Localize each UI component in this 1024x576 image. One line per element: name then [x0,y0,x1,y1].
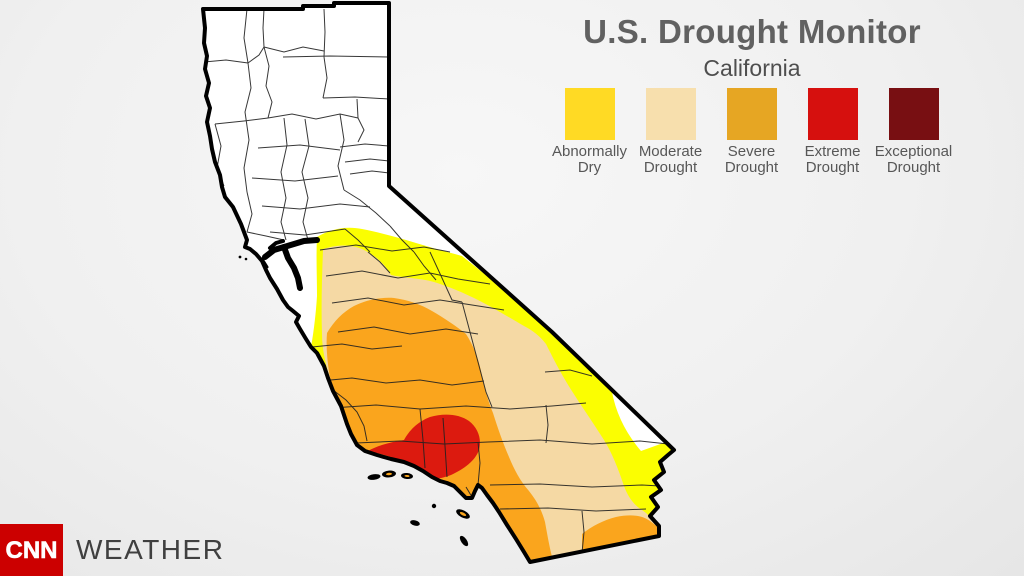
cnn-logo-text: CNN [6,537,58,564]
drought-legend: Abnormally Dry Moderate Drought Severe D… [549,88,954,176]
weather-label: WEATHER [76,534,225,565]
region-severe-drought-southeast [540,515,664,562]
legend-swatch-extreme-drought [807,88,858,140]
cnn-logo: CNN [0,524,63,576]
branding-footer: CNN WEATHER [0,524,224,576]
legend-label: Abnormally [551,143,628,160]
region-extreme-drought [368,414,480,479]
legend-label: Extreme [804,143,861,160]
channel-islands [238,255,470,547]
state-outline [201,1,676,564]
legend-label: Moderate [638,143,703,160]
legend-swatch-moderate-drought [645,88,696,140]
legend-swatch-exceptional-drought [888,88,939,140]
legend-item-exceptional-drought: Exceptional Drought [873,88,954,176]
county-boundaries [203,8,669,554]
legend-swatch-severe-drought [726,88,777,140]
san-francisco-bay [260,237,320,291]
legend-swatch-abnormally-dry [564,88,615,140]
title-block: U.S. Drought Monitor California [540,14,964,82]
legend-item-extreme-drought: Extreme Drought [792,88,873,176]
legend-item-severe-drought: Severe Drought [711,88,792,176]
legend-item-abnormally-dry: Abnormally Dry [549,88,630,176]
legend-label: Severe [727,143,776,160]
legend-item-moderate-drought: Moderate Drought [630,88,711,176]
legend-label: Exceptional [874,143,953,160]
page-subtitle: California [703,55,801,81]
page-title: U.S. Drought Monitor [583,13,921,50]
farallon-islands [238,255,242,259]
